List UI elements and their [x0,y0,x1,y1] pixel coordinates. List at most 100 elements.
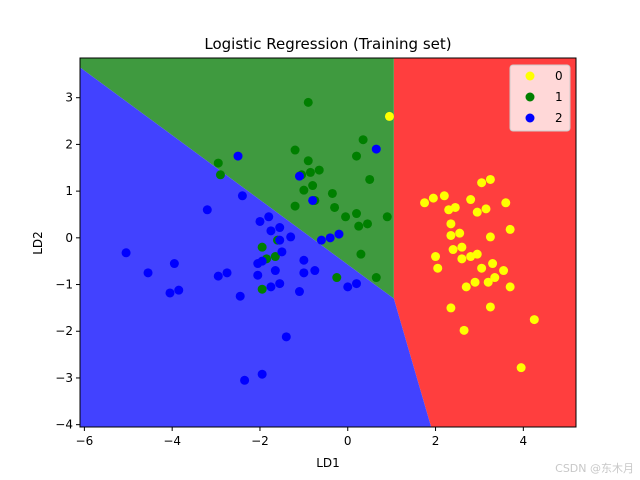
legend-marker-2 [525,113,535,123]
point-class-1 [303,156,313,166]
point-class-0 [488,259,498,269]
point-class-0 [457,242,467,252]
legend: 0 1 2 [509,64,571,132]
point-class-1 [314,165,324,175]
point-class-2 [270,266,280,276]
point-class-0 [431,252,441,262]
watermark: CSDN @东木月 [555,462,634,475]
point-class-0 [470,277,480,287]
region-class-0 [393,58,576,427]
point-class-2 [275,279,285,289]
x-tick-label: 0 [344,434,352,448]
point-class-2 [299,268,309,278]
point-class-0 [439,191,449,201]
x-tick-label: −6 [76,434,94,448]
point-class-1 [358,135,368,145]
point-class-2 [257,369,267,379]
y-tick-label: 1 [65,184,73,198]
point-class-2 [266,226,276,236]
point-class-0 [477,263,487,273]
point-class-0 [485,232,495,242]
point-class-0 [450,202,460,212]
point-class-0 [529,315,539,325]
region-class-1 [80,58,394,299]
point-class-1 [290,145,300,155]
point-class-1 [327,188,337,198]
point-class-1 [330,202,340,212]
point-class-2 [371,144,381,154]
point-class-0 [516,363,526,373]
point-class-2 [264,212,274,222]
point-class-2 [174,285,184,295]
point-class-1 [213,158,223,168]
point-class-2 [235,291,245,301]
point-class-1 [354,221,364,231]
point-class-0 [457,254,467,264]
point-class-2 [294,287,304,297]
point-class-2 [286,232,296,242]
point-class-1 [305,167,315,177]
point-class-1 [341,212,351,222]
y-tick-label: −4 [55,418,73,432]
point-class-2 [257,256,267,266]
point-class-2 [308,195,318,205]
y-tick-label: −3 [55,371,73,385]
point-class-2 [165,288,175,298]
point-class-2 [352,279,362,289]
point-class-1 [290,201,300,211]
point-class-2 [281,332,291,342]
point-class-0 [490,273,500,283]
legend-marker-0 [525,71,535,81]
point-class-2 [121,248,131,258]
point-class-2 [299,255,309,265]
point-class-0 [448,245,458,255]
x-tick-label: 4 [520,434,528,448]
point-class-2 [277,247,287,257]
x-tick-label: −2 [251,434,269,448]
point-class-2 [316,235,326,245]
point-class-2 [275,235,285,245]
point-class-0 [472,249,482,259]
point-class-2 [294,171,304,181]
point-class-1 [332,273,342,283]
point-class-2 [334,229,344,239]
y-tick-label: 0 [65,231,73,245]
point-class-0 [461,282,471,292]
point-class-1 [257,242,267,252]
point-class-2 [237,191,247,201]
point-class-0 [501,198,511,208]
point-class-1 [382,212,392,222]
point-class-0 [446,219,456,229]
point-class-2 [310,266,320,276]
point-class-2 [325,233,335,243]
point-class-1 [299,185,309,195]
point-class-2 [266,282,276,292]
point-class-0 [505,282,515,292]
point-class-0 [384,111,394,121]
point-class-2 [213,271,223,281]
point-class-1 [352,151,362,161]
region-class-2 [80,67,432,428]
point-class-0 [446,230,456,240]
point-class-1 [308,181,318,191]
point-class-1 [371,273,381,283]
plot-area [80,58,576,428]
point-class-2 [275,223,285,233]
y-tick-label: 2 [65,137,73,151]
point-class-1 [270,252,280,262]
point-class-0 [433,263,443,273]
point-class-2 [222,268,232,278]
legend-label-0: 0 [555,69,563,83]
scatter-points [121,97,539,385]
y-tick-label: −1 [55,278,73,292]
point-class-0 [477,178,487,188]
point-class-1 [352,209,362,219]
x-tick-label: 2 [432,434,440,448]
axes-frame [79,57,577,428]
point-class-0 [428,193,438,203]
x-axis: −6 −4 −2 0 2 4 [76,427,528,448]
point-class-0 [472,207,482,217]
point-class-1 [363,219,373,229]
point-class-1 [257,284,267,294]
point-class-0 [483,277,493,287]
